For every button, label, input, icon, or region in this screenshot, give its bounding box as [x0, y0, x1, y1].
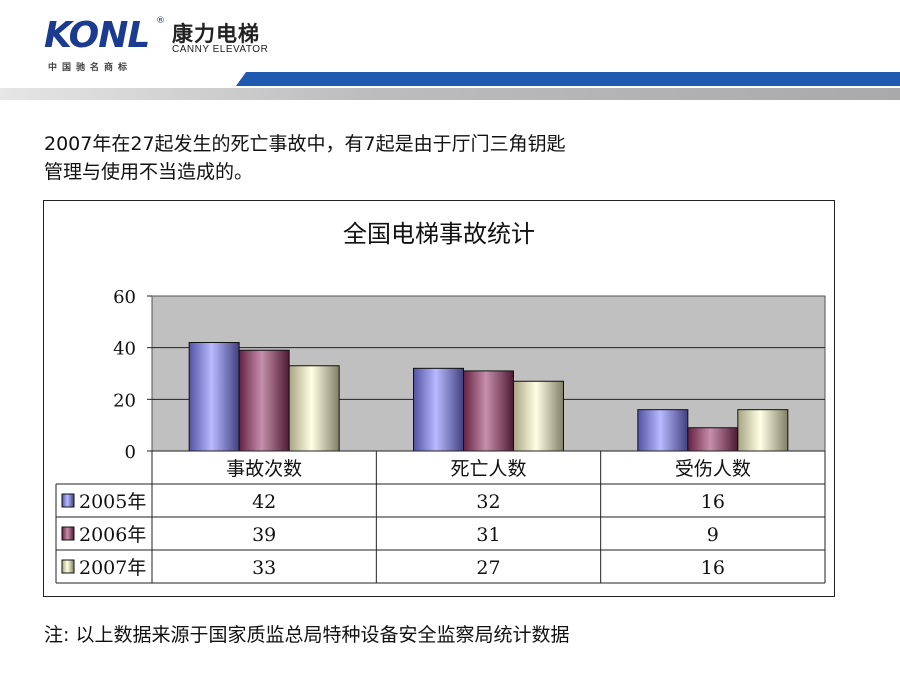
company-logo: KONL ® 康力电梯 CANNY ELEVATOR 中国驰名商标 [44, 16, 294, 74]
header-gray-band [0, 88, 900, 100]
logo-mark-text: KONL [44, 15, 150, 56]
data-table-value: 16 [701, 491, 725, 513]
data-table-value: 32 [476, 491, 500, 513]
x-category-label: 事故次数 [226, 458, 302, 480]
data-table-value: 42 [252, 491, 276, 513]
registered-mark-icon: ® [156, 16, 165, 26]
logo-tagline: 中国驰名商标 [48, 63, 133, 73]
bar-chart: 全国电梯事故统计 0 20 40 60 事故次数 死亡人数 受伤人数 2005年 42 32 16 20… [55, 220, 826, 584]
x-category-label: 死亡人数 [450, 458, 526, 480]
legend-label: 2007年 [79, 557, 146, 579]
data-table-value: 31 [476, 524, 500, 546]
source-note: 注: 以上数据来源于国家质监总局特种设备安全监察局统计数据 [44, 624, 570, 646]
y-tick-label: 60 [113, 287, 136, 308]
legend-swatch [61, 493, 75, 508]
x-category-label: 受伤人数 [675, 458, 751, 480]
bar [413, 367, 464, 452]
bar [513, 380, 564, 452]
bar [637, 409, 689, 452]
intro-line-2: 管理与使用不当造成的。 [44, 161, 254, 183]
bar [188, 342, 240, 452]
legend-swatch [61, 559, 75, 574]
data-table-value: 27 [476, 557, 500, 579]
y-tick-label: 20 [113, 390, 136, 411]
data-table-value: 16 [701, 557, 725, 579]
data-table-value: 39 [252, 524, 276, 546]
chart-frame: 全国电梯事故统计 0 20 40 60 事故次数 死亡人数 受伤人数 2005年 42 32 16 20… [43, 200, 835, 597]
logo-mark: KONL [44, 16, 164, 56]
logo-english-name: CANNY ELEVATOR [172, 44, 269, 55]
legend-label: 2005年 [79, 491, 146, 513]
chart-title: 全国电梯事故统计 [343, 220, 535, 248]
bar [463, 370, 514, 452]
header-blue-band [236, 72, 900, 86]
intro-text: 2007年在27起发生的死亡事故中，有7起是由于厅门三角钥匙 管理与使用不当造成… [44, 130, 684, 186]
legend-swatch [61, 526, 75, 541]
data-table-value: 33 [252, 557, 276, 579]
intro-line-1: 2007年在27起发生的死亡事故中，有7起是由于厅门三角钥匙 [44, 133, 566, 155]
logo-chinese-name: 康力电梯 [172, 22, 260, 46]
legend-label: 2006年 [79, 524, 146, 546]
bar [238, 349, 290, 452]
data-table-value: 9 [707, 524, 719, 546]
bar [737, 409, 789, 452]
y-tick-label: 0 [125, 442, 136, 463]
bar [687, 427, 739, 452]
y-tick-label: 40 [113, 339, 136, 360]
bar [288, 365, 340, 452]
